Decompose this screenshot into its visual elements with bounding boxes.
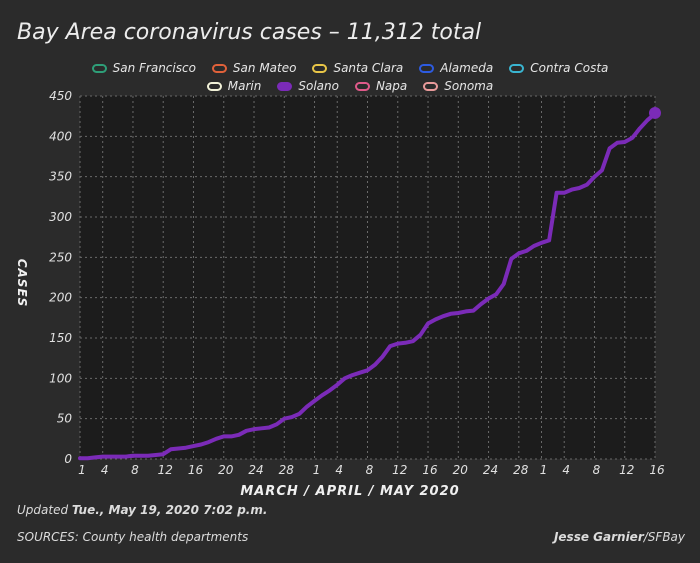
x-tick-label: 20 bbox=[218, 463, 234, 477]
legend-swatch bbox=[354, 81, 370, 91]
legend-swatch bbox=[312, 63, 328, 73]
legend-label: San Francisco bbox=[112, 61, 196, 75]
x-tick-label: 4 bbox=[562, 463, 570, 477]
legend-swatch bbox=[277, 81, 293, 91]
legend-swatch bbox=[211, 63, 227, 73]
x-tick-label: 28 bbox=[279, 463, 295, 477]
series-line-solano bbox=[78, 111, 657, 461]
y-tick-label: 50 bbox=[57, 412, 73, 426]
x-tick-label: 12 bbox=[392, 463, 407, 477]
legend-item-alameda[interactable]: Alameda bbox=[419, 61, 493, 75]
x-tick-label: 1 bbox=[540, 463, 548, 477]
updated-prefix: Updated bbox=[17, 503, 72, 517]
y-tick-label: 250 bbox=[49, 250, 72, 264]
x-tick-label: 1 bbox=[313, 463, 321, 477]
legend-item-sonoma[interactable]: Sonoma bbox=[423, 79, 493, 93]
updated-date: Tue., May 19, 2020 7:02 p.m. bbox=[71, 503, 268, 517]
legend-label: Sonoma bbox=[444, 79, 494, 93]
x-tick-label: 16 bbox=[649, 463, 665, 477]
credit-author: Jesse Garnier bbox=[553, 530, 644, 544]
x-tick-label: 12 bbox=[158, 463, 173, 477]
y-tick-label: 100 bbox=[49, 371, 72, 385]
credit-outlet: /SFBay bbox=[643, 530, 685, 544]
legend-label: Contra Costa bbox=[530, 61, 609, 75]
y-axis-label: CASES bbox=[15, 258, 29, 308]
legend-item-santa-clara[interactable]: Santa Clara bbox=[312, 61, 403, 75]
x-tick-label: 24 bbox=[483, 463, 498, 477]
legend-label: Marin bbox=[227, 79, 262, 93]
legend-item-san-mateo[interactable]: San Mateo bbox=[211, 61, 297, 75]
series-endpoint-marker bbox=[649, 106, 661, 119]
x-tick-label: 16 bbox=[188, 463, 204, 477]
legend-swatch bbox=[423, 81, 439, 91]
y-tick-label: 0 bbox=[64, 452, 72, 466]
x-axis-label: MARCH / APRIL / MAY 2020 bbox=[240, 484, 460, 499]
x-tick-label: 8 bbox=[593, 463, 601, 477]
x-tick-label: 12 bbox=[619, 463, 634, 477]
legend-label: Santa Clara bbox=[333, 61, 404, 75]
legend-item-solano[interactable]: Solano bbox=[277, 79, 339, 93]
legend-item-marin[interactable]: Marin bbox=[206, 79, 262, 93]
legend-item-contra-costa[interactable]: Contra Costa bbox=[509, 61, 608, 75]
x-tick-label: 20 bbox=[453, 463, 469, 477]
x-tick-label: 16 bbox=[422, 463, 438, 477]
credit: Jesse Garnier/SFBay bbox=[554, 530, 685, 544]
x-tick-label: 8 bbox=[131, 463, 139, 477]
legend-swatch bbox=[91, 63, 107, 73]
y-tick-label: 150 bbox=[49, 331, 72, 345]
legend-label: San Mateo bbox=[232, 61, 297, 75]
x-tick-label: 4 bbox=[101, 463, 109, 477]
legend-row-2: Marin Solano Napa Sonoma bbox=[0, 79, 700, 93]
y-tick-label: 200 bbox=[49, 291, 72, 305]
legend-item-san-francisco[interactable]: San Francisco bbox=[91, 61, 196, 75]
legend-label: Solano bbox=[298, 79, 339, 93]
x-tick-label: 24 bbox=[248, 463, 263, 477]
chart-title: Bay Area coronavirus cases – 11,312 tota… bbox=[17, 20, 482, 45]
legend-swatch bbox=[509, 63, 525, 73]
legend-swatch bbox=[206, 81, 222, 91]
x-tick-label: 1 bbox=[78, 463, 86, 477]
x-tick-label: 8 bbox=[366, 463, 374, 477]
y-tick-label: 300 bbox=[49, 210, 72, 224]
legend: San Francisco San Mateo Santa Clara Alameda… bbox=[0, 61, 700, 75]
sources-note: SOURCES: County health departments bbox=[17, 530, 249, 544]
y-tick-label: 450 bbox=[49, 89, 72, 103]
updated-timestamp: Updated Tue., May 19, 2020 7:02 p.m. bbox=[17, 503, 267, 517]
y-tick-label: 400 bbox=[49, 129, 72, 143]
y-tick-label: 350 bbox=[49, 170, 72, 184]
legend-swatch bbox=[419, 63, 435, 73]
legend-label: Alameda bbox=[440, 61, 494, 75]
x-tick-label: 4 bbox=[335, 463, 343, 477]
legend-label: Napa bbox=[375, 79, 408, 93]
legend-item-napa[interactable]: Napa bbox=[354, 79, 408, 93]
x-tick-label: 28 bbox=[513, 463, 529, 477]
